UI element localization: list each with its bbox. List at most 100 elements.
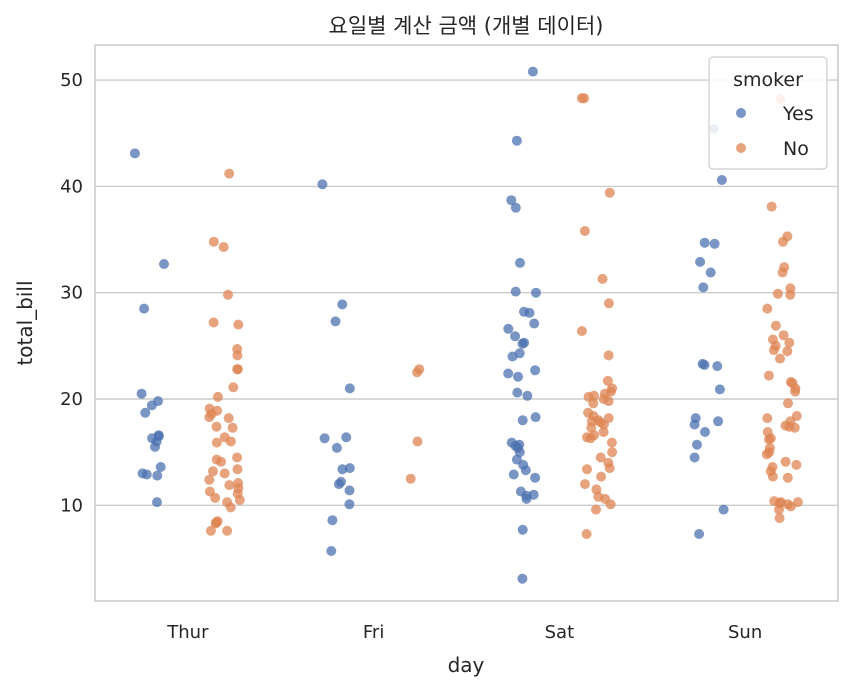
data-point [692,439,702,450]
data-point [782,472,793,483]
data-point [517,338,528,349]
data-point [333,479,344,490]
data-point [767,471,778,482]
data-point [225,502,236,513]
data-point [585,433,596,444]
legend-marker [736,108,746,118]
data-point [761,449,772,460]
data-point [205,525,216,536]
data-point [530,412,541,423]
data-point [223,413,234,424]
data-point [159,259,169,269]
data-point [603,298,614,309]
data-point [219,468,230,479]
y-tick-labels: 10 20 30 40 50 [60,70,83,516]
data-point [524,307,535,318]
data-point [603,396,614,407]
data-point [698,282,709,293]
data-point [606,437,617,448]
data-point [141,469,152,480]
data-point [596,471,607,482]
data-point [764,434,774,445]
data-point [699,360,710,370]
data-point [216,456,226,467]
data-point [782,346,793,357]
data-point [591,504,601,515]
legend-entries: Yes No [736,103,814,160]
data-point [211,421,222,432]
data-point [791,459,802,470]
data-point [602,375,613,386]
data-point [136,388,147,399]
y-tick-label: 30 [60,283,83,304]
data-point [705,267,716,278]
data-point [224,480,235,491]
data-point [777,267,788,278]
x-tick-label: Thur [166,622,209,643]
y-tick-label: 40 [60,176,83,197]
data-point [233,319,244,330]
data-point [768,345,779,356]
data-point [772,288,783,299]
data-point [508,469,519,480]
data-point [766,201,777,212]
data-point [330,316,341,327]
data-point [139,303,150,314]
data-point [527,66,538,77]
data-point [783,398,793,409]
data-point [699,237,710,248]
data-point [225,436,236,447]
legend: smoker Yes No [708,56,828,170]
data-point [208,317,219,328]
data-point [695,256,706,267]
data-point [598,419,609,430]
data-point [579,226,590,236]
data-point [774,504,784,515]
data-point [140,407,151,418]
y-tick-label: 20 [60,389,83,410]
data-point [327,515,338,526]
data-point [716,175,727,185]
data-point [588,398,599,409]
data-point [700,427,710,437]
data-point [775,353,785,364]
data-point [515,257,525,268]
data-point [232,350,243,361]
y-axis-label: total_bill [13,280,37,365]
data-point [405,473,416,484]
data-point [529,318,540,329]
data-point [210,492,221,503]
data-point [595,452,606,463]
data-point [412,367,423,378]
data-point [211,437,222,448]
data-point [204,474,215,485]
data-point [604,463,615,474]
data-point [762,303,773,314]
data-point [344,463,355,474]
y-tick-label: 10 [60,495,83,516]
data-point [234,495,245,505]
data-point [507,351,518,362]
legend-label: No [783,138,809,160]
data-point [694,529,705,539]
data-point [714,384,725,395]
legend-box [708,56,828,170]
data-point [337,299,348,310]
x-axis-label: day [448,653,485,677]
y-tick-label: 50 [60,70,83,91]
data-point [228,382,239,393]
data-point [218,242,229,252]
data-points [129,66,803,584]
data-point [581,529,592,539]
data-point [582,464,592,475]
data-point [774,513,785,524]
legend-marker [736,143,746,153]
data-point [604,187,615,198]
data-point [607,447,618,458]
data-point [208,466,218,477]
data-point [503,368,514,379]
data-point [576,326,587,336]
data-point [778,236,788,247]
plot-frame [94,44,839,602]
